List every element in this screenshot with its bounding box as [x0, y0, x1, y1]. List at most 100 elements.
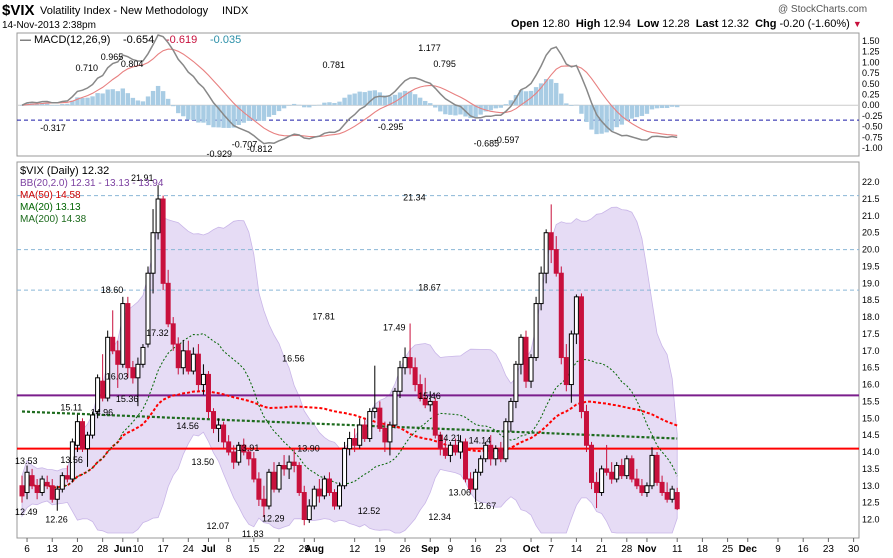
candle-body	[130, 367, 136, 379]
candle-body	[543, 232, 549, 274]
macd-histogram-bar	[589, 105, 594, 130]
x-tick-label: 26	[399, 544, 411, 555]
macd-histogram-bar	[276, 105, 282, 112]
candle-body	[478, 458, 484, 473]
macd-histogram-bar	[352, 93, 357, 106]
x-tick-label: 8	[226, 544, 232, 555]
macd-histogram-bar	[664, 105, 670, 109]
candle-body	[583, 411, 589, 446]
macd-histogram-bar	[639, 105, 645, 116]
candle-body	[140, 346, 146, 365]
macd-histogram-bar	[100, 93, 105, 106]
candle-body	[246, 451, 252, 460]
macd-histogram-bar	[473, 105, 478, 117]
macd-histogram-bar	[362, 92, 367, 106]
x-tick-label: 9	[775, 544, 781, 555]
candle-body	[417, 384, 423, 399]
candle-body	[155, 198, 161, 234]
candle-body	[452, 444, 458, 453]
macd-histogram-bar	[402, 90, 408, 106]
macd-histogram-bar	[286, 105, 292, 106]
macd-histogram-bar	[559, 93, 564, 106]
macd-histogram-bar	[382, 95, 388, 106]
macd-histogram-bar	[448, 105, 453, 115]
candle-body	[372, 407, 378, 413]
price-tick-label: 15.5	[862, 396, 880, 406]
macd-annotation: -0.597	[494, 135, 520, 145]
macd-annotation: -0.707	[232, 139, 258, 149]
candle-body	[468, 478, 474, 490]
candle-body	[180, 350, 186, 369]
macd-histogram-bar	[155, 85, 161, 106]
candle-body	[624, 458, 630, 477]
candle-body	[599, 468, 605, 494]
x-tick-label: 11	[672, 544, 683, 555]
candle-body	[34, 485, 40, 494]
candle-body	[463, 441, 469, 480]
macd-histogram-bar	[312, 105, 317, 106]
macd-histogram-bar	[307, 105, 312, 108]
quote-bar: Open 12.80 High 12.94 Low 12.28 Last 12.…	[511, 18, 862, 30]
price-tick-label: 20.5	[862, 228, 880, 238]
candle-body	[347, 438, 353, 450]
candle-body	[54, 488, 60, 500]
macd-histogram-bar	[302, 105, 307, 108]
macd-histogram-bar	[594, 105, 599, 135]
candle-body	[342, 448, 348, 487]
price-legend: $VIX (Daily) 12.32 BB(20,2.0) 12.31 - 13…	[20, 165, 164, 225]
ma200-line	[21, 410, 678, 440]
macd-histogram-bar	[65, 103, 70, 106]
candle-body	[301, 492, 307, 521]
macd-legend-name: MACD(12,26,9)	[34, 34, 110, 46]
candle-body	[321, 478, 327, 497]
down-arrow-icon: ▼	[852, 19, 862, 29]
macd-annotation: -0.317	[40, 123, 66, 133]
macd-histogram-bar	[609, 105, 614, 131]
candle-body	[44, 481, 50, 487]
macd-histogram-bar	[171, 105, 176, 107]
macd-histogram-bar	[55, 105, 60, 106]
macd-histogram-bar	[543, 79, 549, 106]
bb-legend: BB(20,2.0) 12.31 - 13.13 - 13.94	[20, 178, 164, 189]
candle-body	[392, 390, 398, 426]
price-tick-label: 17.0	[862, 346, 880, 356]
candle-body	[594, 481, 600, 494]
macd-tick-label: -0.50	[862, 122, 883, 132]
candle-body	[437, 434, 443, 450]
macd-histogram-bar	[236, 105, 241, 125]
price-annotation: 17.81	[312, 311, 335, 321]
macd-histogram-bar	[604, 105, 609, 133]
security-name: Volatility Index - New Methodology	[40, 5, 209, 17]
chg-value: -0.20 (-1.60%)	[779, 18, 850, 30]
price-annotation: 13.91	[237, 443, 260, 453]
price-tick-label: 20.0	[862, 245, 880, 255]
macd-legend-marker: —	[20, 34, 31, 46]
macd-histogram-bar	[206, 105, 211, 126]
candle-body	[573, 296, 579, 335]
x-tick-label: 10	[132, 544, 144, 555]
macd-histogram-bar	[201, 105, 206, 123]
macd-histogram-bar	[95, 93, 100, 106]
macd-histogram-bar	[216, 105, 221, 128]
macd-legend-value3: -0.035	[210, 34, 241, 46]
candle-body	[337, 485, 343, 507]
last-label: Last	[695, 18, 719, 30]
price-annotation: 14.96	[91, 408, 114, 418]
candle-body	[241, 444, 247, 453]
macd-histogram-bar	[80, 97, 85, 106]
candle-body	[145, 272, 151, 345]
x-tick-label: 22	[273, 544, 285, 555]
macd-histogram-bar	[564, 103, 569, 106]
macd-tick-label: 0.00	[862, 100, 880, 110]
macd-legend: — MACD(12,26,9) -0.654 -0.619 -0.035	[20, 34, 241, 46]
candle-body	[120, 303, 126, 365]
x-tick-label: Aug	[305, 544, 324, 555]
candle-body	[503, 421, 509, 460]
macd-histogram-bar	[629, 105, 635, 119]
macd-histogram-bar	[332, 102, 337, 106]
candle-body	[306, 505, 312, 521]
macd-histogram-bar	[191, 105, 196, 121]
candle-body	[352, 438, 358, 446]
macd-histogram-bar	[458, 105, 463, 115]
x-tick-label: Jul	[201, 544, 216, 555]
